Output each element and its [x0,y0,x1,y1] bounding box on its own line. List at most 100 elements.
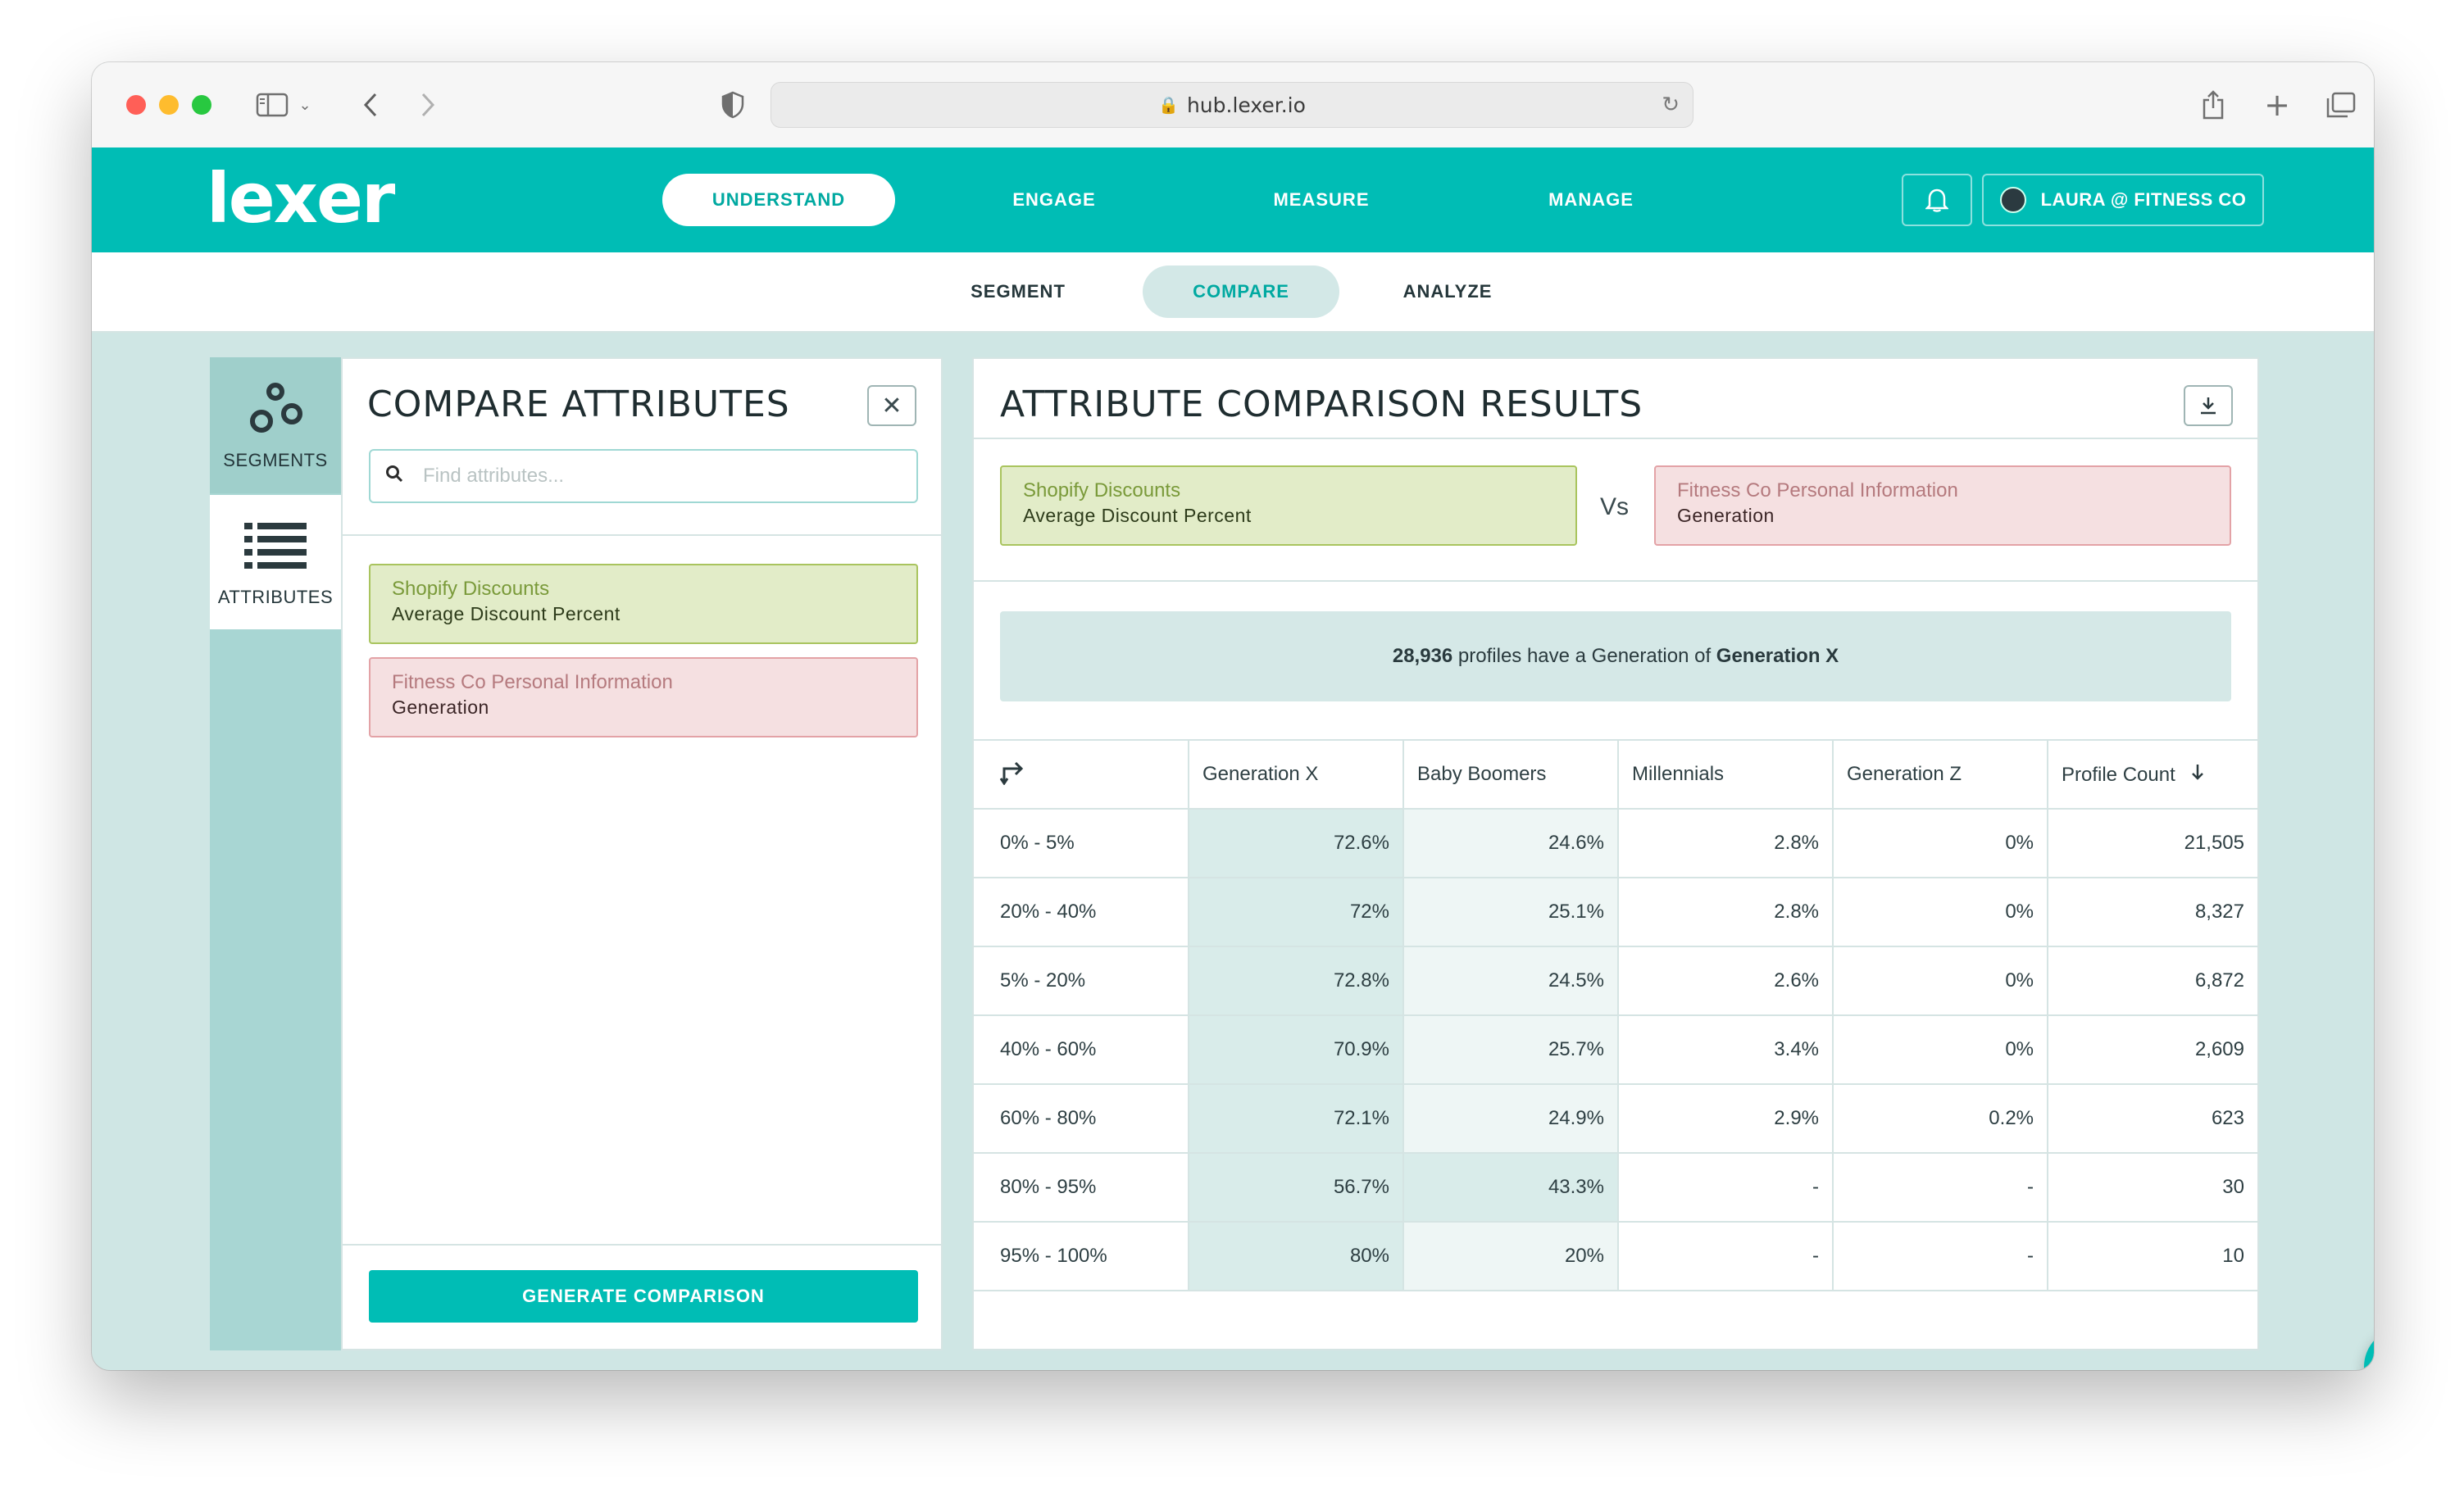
main-navigation: lexer UNDERSTAND ENGAGE MEASURE MANAGE L… [92,147,2374,252]
tab-segment[interactable]: SEGMENT [971,281,1066,302]
generate-comparison-button[interactable]: GENERATE COMPARISON [369,1270,918,1323]
user-name: LAURA @ FITNESS CO [2040,189,2247,210]
download-button[interactable] [2184,385,2233,426]
column-header[interactable]: Baby Boomers [1402,739,1618,810]
selected-attribute-b[interactable]: Fitness Co Personal Information Generati… [369,657,918,737]
table-cell: 8,327 [2047,878,2257,947]
nav-engage[interactable]: ENGAGE [1012,189,1096,210]
lexer-logo[interactable]: lexer [207,158,395,238]
table-cell: - [1617,1153,1833,1223]
minimize-window-button[interactable] [159,95,179,115]
tab-analyze[interactable]: ANALYZE [1402,281,1493,302]
result-attribute-b-source: Fitness Co Personal Information [1677,479,1958,501]
row-label: 40% - 60% [974,1015,1189,1085]
row-label: 20% - 40% [974,878,1189,947]
rail-segments[interactable]: SEGMENTS [210,357,341,493]
chevron-down-icon[interactable]: ⌄ [298,96,311,114]
results-title: ATTRIBUTE COMPARISON RESULTS [1000,383,1643,425]
result-attribute-a-source: Shopify Discounts [1023,479,1181,501]
table-cell: - [1617,1222,1833,1291]
nav-understand[interactable]: UNDERSTAND [662,174,895,226]
forward-arrow-icon[interactable] [411,87,444,123]
reload-icon[interactable]: ↻ [1662,93,1680,117]
summary-banner: 28,936 profiles have a Generation of Gen… [1000,611,2231,701]
table-cell: 25.1% [1402,878,1618,947]
tab-compare[interactable]: COMPARE [1143,265,1339,318]
table-cell: 24.9% [1402,1084,1618,1154]
shield-icon[interactable] [716,87,749,123]
new-tab-icon[interactable]: + [2264,87,2290,123]
table-row: 95% - 100% 80% 20% - - 10 [974,1222,2257,1291]
close-icon: ✕ [881,391,902,420]
table-cell: 24.5% [1402,946,1618,1016]
nav-manage[interactable]: MANAGE [1548,189,1634,210]
divider [974,438,2257,439]
table-cell: 2.6% [1617,946,1833,1016]
close-window-button[interactable] [126,95,146,115]
row-label: 0% - 5% [974,809,1189,878]
column-header[interactable]: Millennials [1617,739,1833,810]
lock-icon: 🔒 [1158,95,1179,115]
profile-count-label: Profile Count [2062,763,2175,786]
user-menu-button[interactable]: LAURA @ FITNESS CO [1982,174,2264,226]
divider [974,580,2257,582]
sidebar-toggle-icon[interactable] [252,87,292,123]
table-cell: - [1832,1222,2048,1291]
sub-navigation: SEGMENT COMPARE ANALYZE [92,252,2374,333]
table-cell: 24.6% [1402,809,1618,878]
table-cell: 72.1% [1188,1084,1403,1154]
divider [343,1244,941,1246]
table-cell: 623 [2047,1084,2257,1154]
swap-axes-header[interactable] [974,739,1189,810]
results-table: Generation X Baby Boomers Millennials Ge… [974,739,2257,1291]
search-icon [385,465,403,488]
sort-down-icon [2185,764,2206,786]
back-arrow-icon[interactable] [354,87,387,123]
compare-attributes-panel: COMPARE ATTRIBUTES ✕ Shopify Discounts A… [341,357,943,1350]
nav-measure[interactable]: MEASURE [1273,189,1370,210]
attribute-b-source: Fitness Co Personal Information [392,671,673,693]
table-row: 0% - 5% 72.6% 24.6% 2.8% 0% 21,505 [974,809,2257,878]
table-cell: 70.9% [1188,1015,1403,1085]
table-row: 80% - 95% 56.7% 43.3% - - 30 [974,1153,2257,1223]
share-icon[interactable] [2197,87,2230,123]
rail-attributes[interactable]: ATTRIBUTES [210,495,341,629]
attribute-search[interactable] [369,449,918,503]
segments-icon [247,379,304,438]
zoom-window-button[interactable] [192,95,211,115]
bell-icon [1925,188,1948,212]
close-panel-button[interactable]: ✕ [867,385,916,426]
search-input[interactable] [421,464,884,488]
table-cell: 30 [2047,1153,2257,1223]
rail-segments-label: SEGMENTS [223,450,328,470]
summary-value: Generation X [1716,645,1839,667]
list-icon [244,516,307,575]
row-label: 5% - 20% [974,946,1189,1016]
download-icon [2201,397,2216,415]
table-cell: 2.8% [1617,878,1833,947]
column-header[interactable]: Generation Z [1832,739,2048,810]
selected-attribute-a[interactable]: Shopify Discounts Average Discount Perce… [369,564,918,644]
table-cell: 6,872 [2047,946,2257,1016]
chat-launcher-button[interactable] [2364,1327,2374,1370]
left-rail: SEGMENTS ATTRIBUTES [210,357,341,1350]
swap-axes-icon [999,761,1024,786]
table-cell: 0% [1832,1015,2048,1085]
column-header[interactable]: Generation X [1188,739,1403,810]
table-cell: 0% [1832,946,2048,1016]
comparison-results-panel: ATTRIBUTE COMPARISON RESULTS Shopify Dis… [972,357,2259,1350]
compare-attributes-title: COMPARE ATTRIBUTES [367,383,790,425]
row-label: 60% - 80% [974,1084,1189,1154]
result-attribute-b: Fitness Co Personal Information Generati… [1654,465,2231,546]
attribute-a-source: Shopify Discounts [392,578,550,600]
profile-count-header[interactable]: Profile Count [2047,739,2257,810]
browser-window: ⌄ 🔒 hub.lexer.io ↻ + lexer UNDERSTAND EN… [92,62,2374,1370]
table-cell: 0% [1832,878,2048,947]
avatar [1999,187,2026,213]
table-cell: 72% [1188,878,1403,947]
notifications-button[interactable] [1902,174,1972,226]
vs-label: Vs [1600,493,1630,520]
table-cell: 21,505 [2047,809,2257,878]
address-bar[interactable]: 🔒 hub.lexer.io ↻ [771,82,1693,128]
tabs-overview-icon[interactable] [2323,87,2359,123]
